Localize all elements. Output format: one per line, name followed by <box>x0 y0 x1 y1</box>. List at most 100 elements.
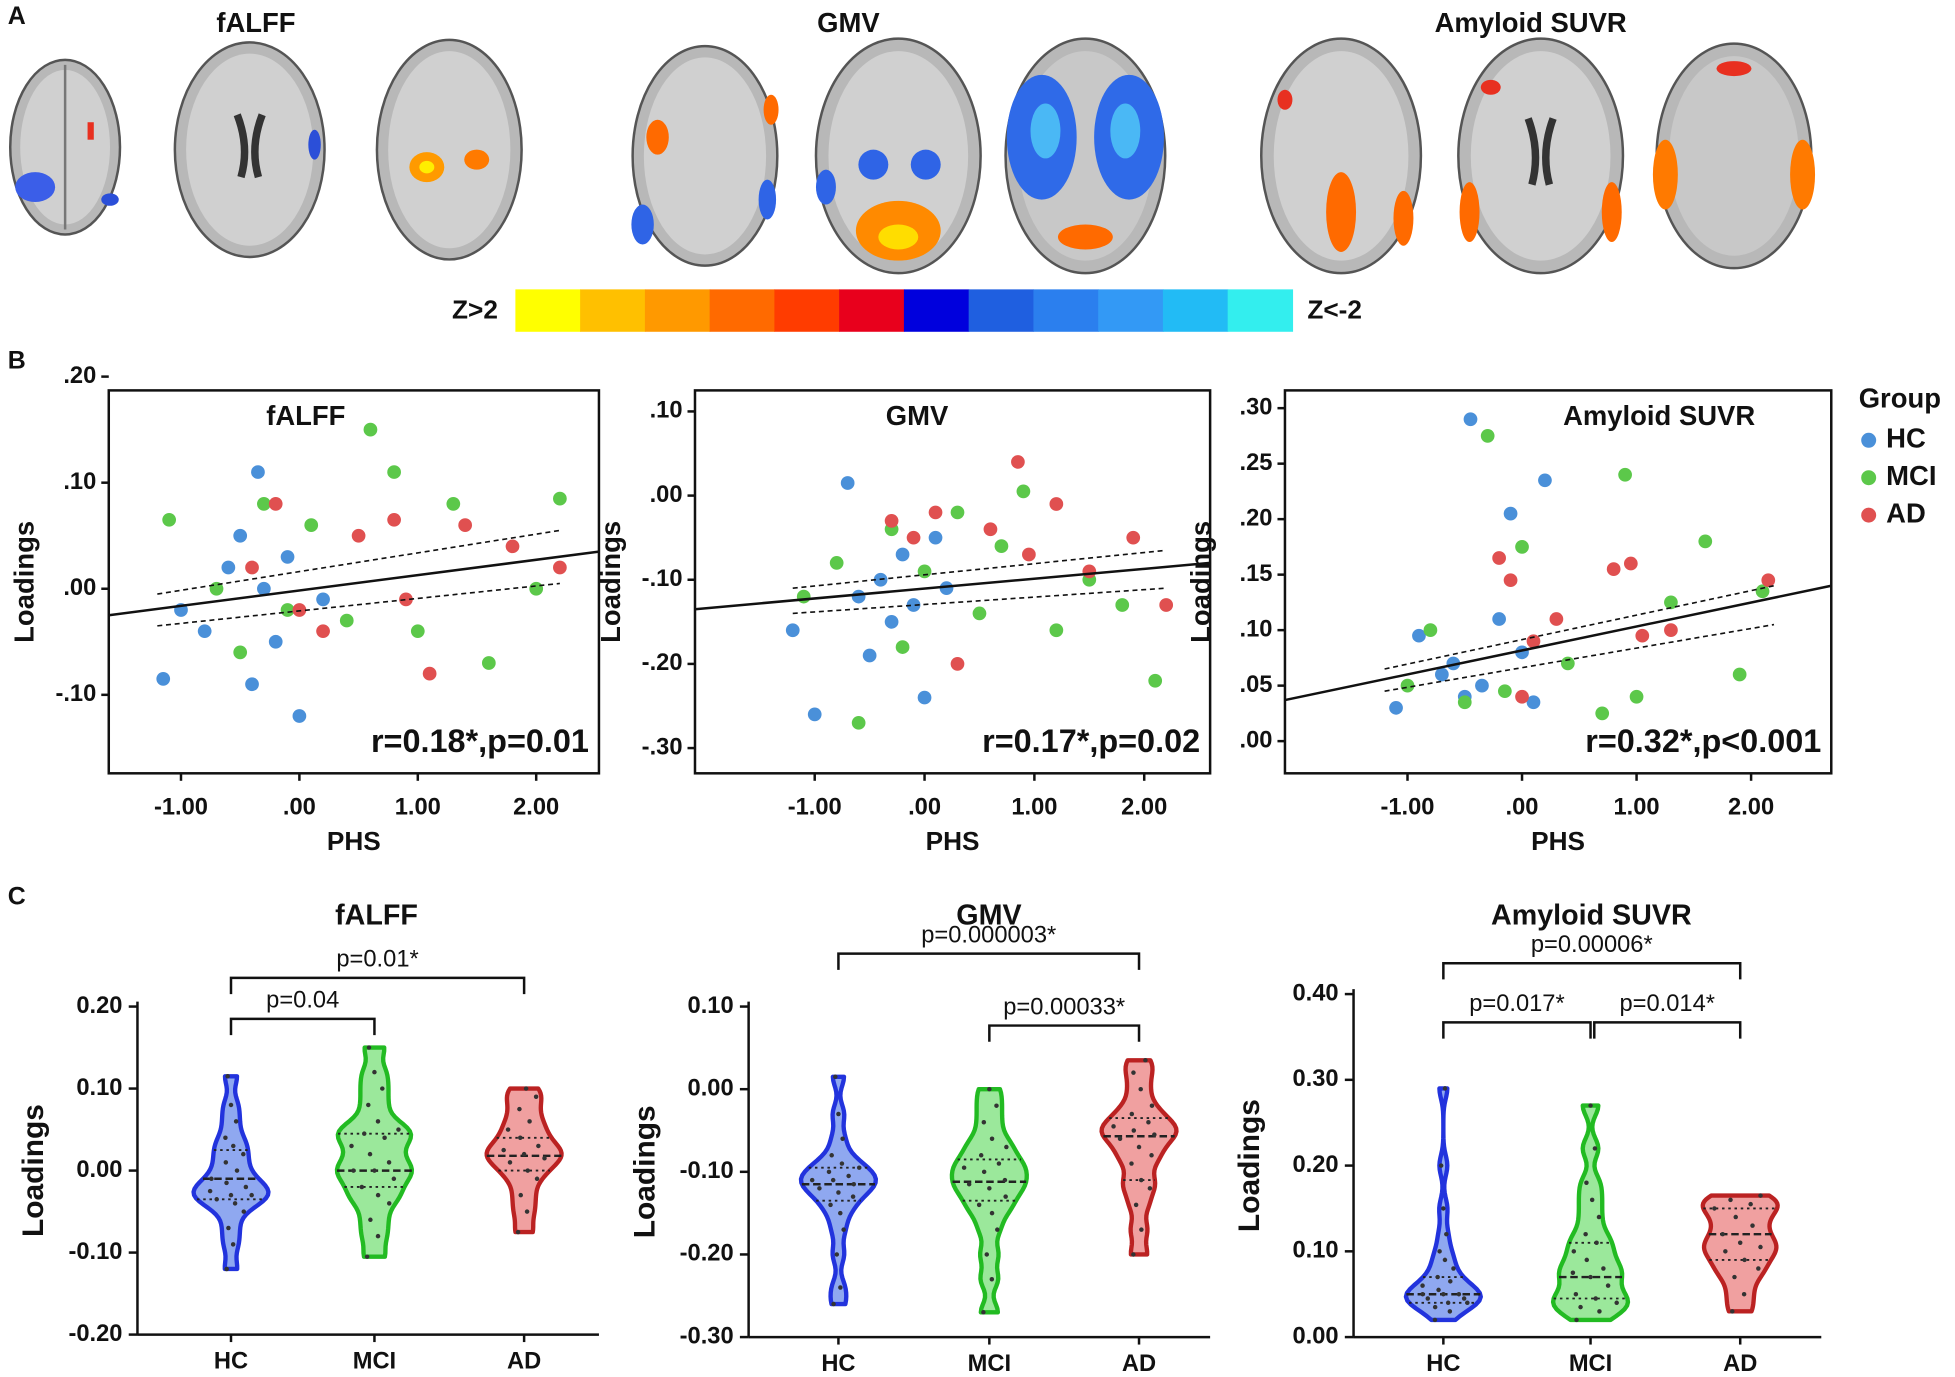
significance-bracket <box>1442 1021 1592 1039</box>
scatter-point <box>1475 678 1489 693</box>
scatter-point <box>553 491 567 506</box>
data-dot <box>515 1229 521 1235</box>
scatter-point <box>399 592 413 607</box>
violin <box>334 1045 415 1259</box>
data-dot <box>364 1254 370 1259</box>
y-axis-label: Loadings <box>595 521 626 643</box>
data-dot <box>1589 1197 1595 1203</box>
data-dot <box>1570 1270 1576 1276</box>
significance-bracket <box>1442 961 1742 980</box>
data-dot <box>994 1103 999 1108</box>
data-dot <box>228 1192 234 1198</box>
data-dot <box>1111 1124 1116 1129</box>
data-dot <box>1441 1206 1446 1211</box>
data-dot <box>1437 1249 1442 1254</box>
data-dot <box>231 1143 236 1149</box>
data-dot <box>1149 1153 1154 1158</box>
violin <box>1700 1193 1780 1314</box>
x-axis-label: PHS <box>1531 826 1585 856</box>
scatter-point <box>1549 612 1564 626</box>
scatter-point <box>1423 623 1438 637</box>
scatter-point <box>245 560 259 575</box>
data-dot <box>966 1181 972 1187</box>
scatter-point <box>1011 455 1025 469</box>
y-tick-label: .05 <box>1240 672 1273 698</box>
significance-label: p=0.01* <box>336 947 418 973</box>
data-dot <box>1750 1223 1755 1228</box>
y-tick-label: -.20 <box>642 650 683 676</box>
data-dot <box>386 1160 392 1165</box>
colorbar-swatch <box>709 289 776 332</box>
data-dot <box>839 1161 845 1166</box>
data-dot <box>1748 1201 1753 1207</box>
data-dot <box>1597 1309 1602 1314</box>
scatter-point <box>1492 551 1506 565</box>
brain-title: Amyloid SUVR <box>1435 7 1627 38</box>
data-dot <box>1131 1070 1136 1075</box>
data-dot <box>1420 1283 1425 1288</box>
x-tick-label: 2.00 <box>513 795 559 821</box>
y-tick-label: 0.20 <box>1292 1152 1338 1178</box>
y-tick-label: .10 <box>1240 616 1273 642</box>
y-axis-label: Loadings <box>9 521 40 643</box>
y-tick-label: 0.30 <box>1292 1066 1338 1092</box>
data-dot <box>241 1209 247 1214</box>
significance-bracket <box>837 952 1141 970</box>
data-dot <box>1594 1240 1599 1246</box>
y-tick-label: 0.00 <box>76 1157 122 1183</box>
data-dot <box>523 1086 529 1091</box>
scatter-point <box>972 606 987 621</box>
significance-label: p=0.04 <box>266 988 339 1014</box>
scatter-point <box>1148 673 1163 688</box>
data-dot <box>838 1210 843 1216</box>
scatter-point <box>906 598 921 612</box>
plot-frame <box>1283 389 1833 775</box>
data-dot <box>223 1160 229 1165</box>
chart-title: fALFF <box>335 899 418 931</box>
x-tick-label: -1.00 <box>154 795 208 821</box>
y-tick-label: 0.40 <box>1292 980 1338 1006</box>
data-dot <box>1129 1161 1134 1166</box>
data-dot <box>981 1119 987 1125</box>
scatter-point <box>1623 556 1638 571</box>
y-tick-label: -0.30 <box>680 1323 734 1349</box>
data-dot <box>1733 1214 1738 1220</box>
scatter-point <box>351 528 366 543</box>
scatter-point <box>829 556 844 570</box>
x-tick-label: 2.00 <box>1728 795 1774 821</box>
data-dot <box>1573 1291 1579 1297</box>
y-tick-label: -0.10 <box>680 1158 734 1184</box>
data-dot <box>1425 1296 1431 1301</box>
scatter-point <box>906 530 921 545</box>
data-dot <box>834 1252 840 1257</box>
significance-bracket <box>229 976 526 995</box>
data-dot <box>1578 1304 1583 1310</box>
data-dot <box>840 1136 845 1142</box>
x-tick-label: -1.00 <box>788 795 842 821</box>
violin <box>484 1086 564 1235</box>
scatter-point <box>1635 628 1650 643</box>
data-dot <box>836 1111 841 1117</box>
chart-title: GMV <box>956 899 1021 931</box>
y-tick-label: .10 <box>650 398 683 424</box>
scatter-point <box>1049 497 1064 511</box>
data-dot <box>234 1168 240 1173</box>
y-axis-label: Loadings <box>628 1105 661 1238</box>
data-dot <box>1584 1257 1590 1263</box>
scatter-point <box>1732 667 1747 682</box>
scatter-point <box>280 603 295 617</box>
data-dot <box>1146 1119 1151 1125</box>
scatter-point <box>268 634 283 649</box>
significance-bracket <box>988 1024 1141 1042</box>
scatter-point <box>1618 467 1632 482</box>
plot-frame <box>693 389 1212 775</box>
scatter-point <box>233 645 248 660</box>
scatter-point <box>446 497 461 511</box>
scatter-point <box>1457 695 1472 710</box>
colorbar-swatch <box>968 289 1035 332</box>
data-dot <box>375 1233 381 1239</box>
colorbar-swatch <box>903 289 970 332</box>
scatter-point <box>785 623 800 638</box>
significance-label: p=0.000003* <box>921 922 1056 948</box>
scatter-point <box>1560 656 1575 671</box>
